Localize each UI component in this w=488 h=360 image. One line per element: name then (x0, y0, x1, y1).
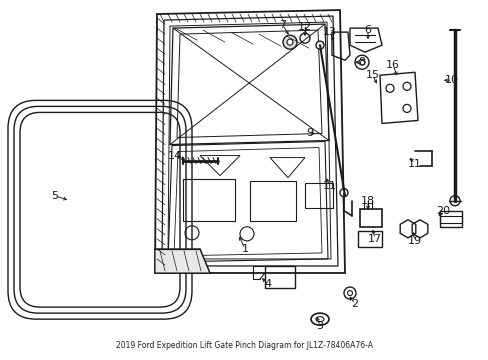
Text: 13: 13 (323, 27, 336, 37)
Text: 5: 5 (51, 191, 59, 201)
Bar (264, 266, 294, 288)
Text: 14: 14 (167, 150, 182, 161)
Text: 7: 7 (279, 20, 286, 30)
Circle shape (286, 39, 292, 45)
Text: 19: 19 (407, 236, 421, 246)
Circle shape (315, 41, 324, 49)
Text: 20: 20 (435, 206, 449, 216)
Bar (439, 216, 461, 223)
Circle shape (339, 189, 347, 197)
Text: 11: 11 (407, 159, 421, 168)
Text: 2019 Ford Expedition Lift Gate Pinch Diagram for JL1Z-78406A76-A: 2019 Ford Expedition Lift Gate Pinch Dia… (116, 341, 372, 350)
Text: 10: 10 (444, 75, 458, 85)
Circle shape (449, 196, 459, 206)
Text: 9: 9 (306, 129, 313, 139)
Bar (359, 209, 381, 227)
Circle shape (283, 35, 296, 49)
Text: 15: 15 (365, 70, 379, 80)
Text: 11: 11 (323, 181, 336, 191)
Text: 8: 8 (358, 57, 365, 67)
Text: 16: 16 (385, 60, 399, 70)
Bar (439, 211, 461, 227)
Bar (305, 183, 332, 208)
Text: 6: 6 (364, 25, 371, 35)
Bar (249, 181, 295, 221)
Text: 17: 17 (367, 234, 381, 244)
Polygon shape (155, 249, 209, 273)
Text: 4: 4 (264, 279, 271, 289)
Text: 2: 2 (351, 299, 358, 309)
Text: 3: 3 (316, 321, 323, 331)
Circle shape (299, 33, 309, 43)
Text: 18: 18 (360, 196, 374, 206)
Text: 1: 1 (241, 244, 248, 254)
Text: 12: 12 (297, 22, 311, 32)
Bar (357, 231, 381, 247)
Bar (183, 179, 235, 221)
